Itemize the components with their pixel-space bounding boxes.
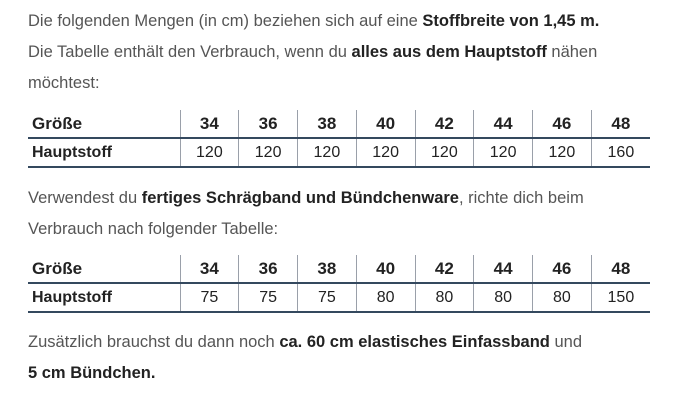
size-cell: 44 bbox=[473, 110, 533, 139]
table-header-row: Größe 34 36 38 40 42 44 46 48 bbox=[28, 255, 650, 284]
value-cell: 120 bbox=[414, 138, 474, 168]
size-cell: 38 bbox=[297, 255, 357, 284]
size-cell: 40 bbox=[355, 110, 415, 139]
intro-paragraph: Die folgenden Mengen (in cm) beziehen si… bbox=[28, 6, 668, 99]
intro-text-4: möchtest: bbox=[28, 74, 100, 92]
row-label: Hauptstoff bbox=[28, 283, 180, 313]
cuff-note: 5 cm Bündchen. bbox=[28, 364, 156, 382]
size-cell: 42 bbox=[414, 110, 474, 139]
ready-made-note: fertiges Schrägband und Bündchenware bbox=[141, 189, 459, 207]
size-header-label: Größe bbox=[28, 255, 180, 284]
size-cell: 40 bbox=[355, 255, 415, 284]
value-cell: 120 bbox=[473, 138, 533, 168]
size-cell: 44 bbox=[473, 255, 533, 284]
value-cell: 120 bbox=[297, 138, 357, 168]
size-cell: 46 bbox=[532, 110, 592, 139]
size-cell: 36 bbox=[238, 110, 298, 139]
size-cell: 42 bbox=[414, 255, 474, 284]
value-cell: 80 bbox=[473, 283, 533, 313]
value-cell: 120 bbox=[532, 138, 592, 168]
fabric-width-note: Stoffbreite von 1,45 m. bbox=[422, 12, 600, 30]
size-header-label: Größe bbox=[28, 110, 180, 139]
value-cell: 120 bbox=[179, 138, 239, 168]
value-cell: 75 bbox=[179, 283, 239, 313]
table-header-row: Größe 34 36 38 40 42 44 46 48 bbox=[28, 110, 650, 139]
middle-text-3: Verbrauch nach folgender Tabelle: bbox=[28, 220, 279, 238]
value-cell: 80 bbox=[414, 283, 474, 313]
footer-text-1: Zusätzlich brauchst du dann noch bbox=[28, 333, 280, 351]
value-cell: 75 bbox=[238, 283, 298, 313]
value-cell: 80 bbox=[355, 283, 415, 313]
footer-paragraph: Zusätzlich brauchst du dann noch ca. 60 … bbox=[28, 327, 668, 389]
intro-text-1: Die folgenden Mengen (in cm) beziehen si… bbox=[28, 12, 423, 30]
value-cell: 160 bbox=[590, 138, 650, 168]
size-cell: 38 bbox=[297, 110, 357, 139]
table-row: Hauptstoff 120 120 120 120 120 120 120 1… bbox=[28, 138, 650, 168]
row-label: Hauptstoff bbox=[28, 138, 180, 168]
size-table-main-fabric: Größe 34 36 38 40 42 44 46 48 Hauptstoff… bbox=[28, 110, 650, 168]
value-cell: 75 bbox=[297, 283, 357, 313]
size-cell: 46 bbox=[532, 255, 592, 284]
size-cell: 48 bbox=[590, 255, 650, 284]
value-cell: 120 bbox=[238, 138, 298, 168]
middle-paragraph: Verwendest du fertiges Schrägband und Bü… bbox=[28, 183, 668, 245]
size-cell: 34 bbox=[179, 110, 239, 139]
value-cell: 150 bbox=[590, 283, 650, 313]
intro-text-2: Die Tabelle enthält den Verbrauch, wenn … bbox=[28, 43, 352, 61]
middle-text-1: Verwendest du bbox=[28, 189, 142, 207]
main-fabric-note: alles aus dem Hauptstoff bbox=[351, 43, 547, 61]
size-table-with-binding: Größe 34 36 38 40 42 44 46 48 Hauptstoff… bbox=[28, 255, 650, 313]
value-cell: 80 bbox=[532, 283, 592, 313]
elastic-binding-note: ca. 60 cm elastisches Einfassband bbox=[279, 333, 550, 351]
footer-text-2: und bbox=[549, 333, 583, 351]
size-cell: 34 bbox=[179, 255, 239, 284]
middle-text-2: , richte dich beim bbox=[458, 189, 584, 207]
intro-text-3: nähen bbox=[546, 43, 598, 61]
value-cell: 120 bbox=[355, 138, 415, 168]
table-row: Hauptstoff 75 75 75 80 80 80 80 150 bbox=[28, 283, 650, 313]
size-cell: 36 bbox=[238, 255, 298, 284]
size-cell: 48 bbox=[590, 110, 650, 139]
